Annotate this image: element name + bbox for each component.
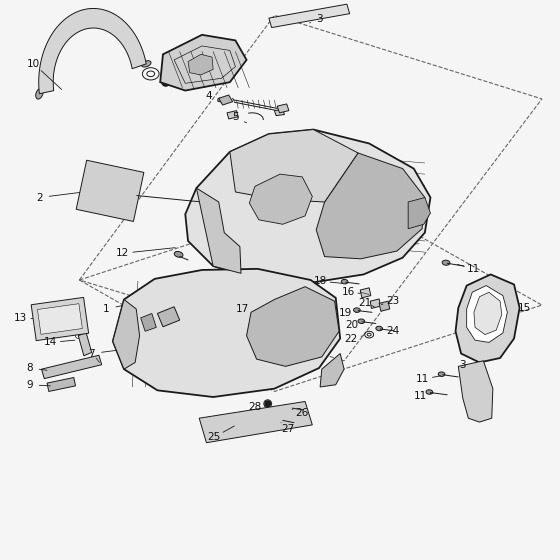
Polygon shape [370, 299, 380, 309]
Text: 19: 19 [339, 309, 352, 319]
Ellipse shape [438, 372, 445, 376]
Ellipse shape [284, 318, 298, 332]
Polygon shape [113, 300, 139, 369]
Polygon shape [277, 104, 289, 113]
Polygon shape [360, 288, 371, 298]
Ellipse shape [358, 319, 365, 324]
Text: 16: 16 [342, 287, 354, 297]
Ellipse shape [442, 260, 450, 265]
Text: 25: 25 [208, 432, 221, 442]
Ellipse shape [273, 309, 309, 340]
Text: 20: 20 [345, 320, 358, 330]
Text: 5: 5 [232, 113, 239, 122]
Polygon shape [185, 129, 431, 283]
Text: 2: 2 [36, 193, 43, 203]
Polygon shape [458, 361, 493, 422]
Text: 21: 21 [358, 298, 371, 309]
Circle shape [253, 412, 260, 418]
Polygon shape [249, 174, 312, 224]
Polygon shape [379, 301, 390, 311]
Ellipse shape [266, 304, 316, 346]
Polygon shape [76, 160, 144, 221]
Ellipse shape [288, 405, 295, 410]
Text: 3: 3 [316, 14, 323, 24]
Text: 7: 7 [88, 348, 95, 358]
Text: 3: 3 [459, 360, 466, 370]
Polygon shape [316, 153, 425, 259]
Polygon shape [255, 295, 277, 310]
Polygon shape [466, 286, 507, 342]
Text: 8: 8 [26, 363, 32, 373]
Polygon shape [227, 111, 238, 119]
Polygon shape [78, 333, 92, 356]
Text: 24: 24 [386, 326, 399, 336]
Text: 12: 12 [116, 248, 129, 258]
Polygon shape [160, 35, 246, 91]
Text: 17: 17 [236, 304, 249, 314]
Text: 11: 11 [414, 391, 427, 401]
Polygon shape [157, 307, 180, 327]
Circle shape [162, 78, 170, 86]
Polygon shape [38, 304, 82, 334]
Text: 28: 28 [248, 402, 262, 412]
Text: 15: 15 [517, 303, 531, 313]
Text: 27: 27 [282, 424, 295, 435]
Ellipse shape [36, 88, 43, 99]
Polygon shape [408, 198, 431, 228]
Ellipse shape [142, 60, 151, 67]
Ellipse shape [376, 326, 382, 331]
Ellipse shape [426, 390, 433, 394]
Polygon shape [141, 314, 156, 332]
Polygon shape [219, 95, 232, 105]
Text: 11: 11 [416, 374, 430, 384]
Polygon shape [113, 269, 340, 397]
Polygon shape [197, 188, 241, 273]
Text: 10: 10 [27, 59, 40, 69]
Ellipse shape [218, 98, 223, 102]
Text: 14: 14 [44, 338, 57, 347]
Polygon shape [47, 377, 76, 391]
Text: 26: 26 [296, 408, 309, 418]
Circle shape [265, 401, 270, 407]
Polygon shape [246, 287, 339, 366]
Polygon shape [31, 297, 88, 340]
Text: 9: 9 [26, 380, 32, 390]
Circle shape [282, 406, 289, 413]
Polygon shape [41, 355, 102, 379]
Text: 6: 6 [125, 328, 132, 338]
Polygon shape [269, 4, 349, 27]
Ellipse shape [353, 308, 360, 312]
Text: 11: 11 [467, 264, 480, 274]
Text: 13: 13 [14, 313, 27, 323]
Polygon shape [455, 274, 520, 362]
Polygon shape [39, 8, 146, 94]
Ellipse shape [144, 342, 151, 347]
Polygon shape [199, 402, 312, 443]
Polygon shape [188, 54, 213, 75]
Text: 1: 1 [103, 304, 109, 314]
Circle shape [224, 417, 230, 424]
Ellipse shape [278, 418, 285, 422]
Text: 4: 4 [206, 91, 212, 101]
Text: 22: 22 [345, 334, 358, 343]
Polygon shape [320, 353, 344, 387]
Ellipse shape [174, 251, 183, 257]
Polygon shape [474, 292, 502, 335]
Polygon shape [274, 110, 284, 115]
Text: 18: 18 [314, 276, 326, 286]
Polygon shape [230, 129, 358, 202]
Ellipse shape [341, 279, 348, 284]
Text: 23: 23 [386, 296, 399, 306]
